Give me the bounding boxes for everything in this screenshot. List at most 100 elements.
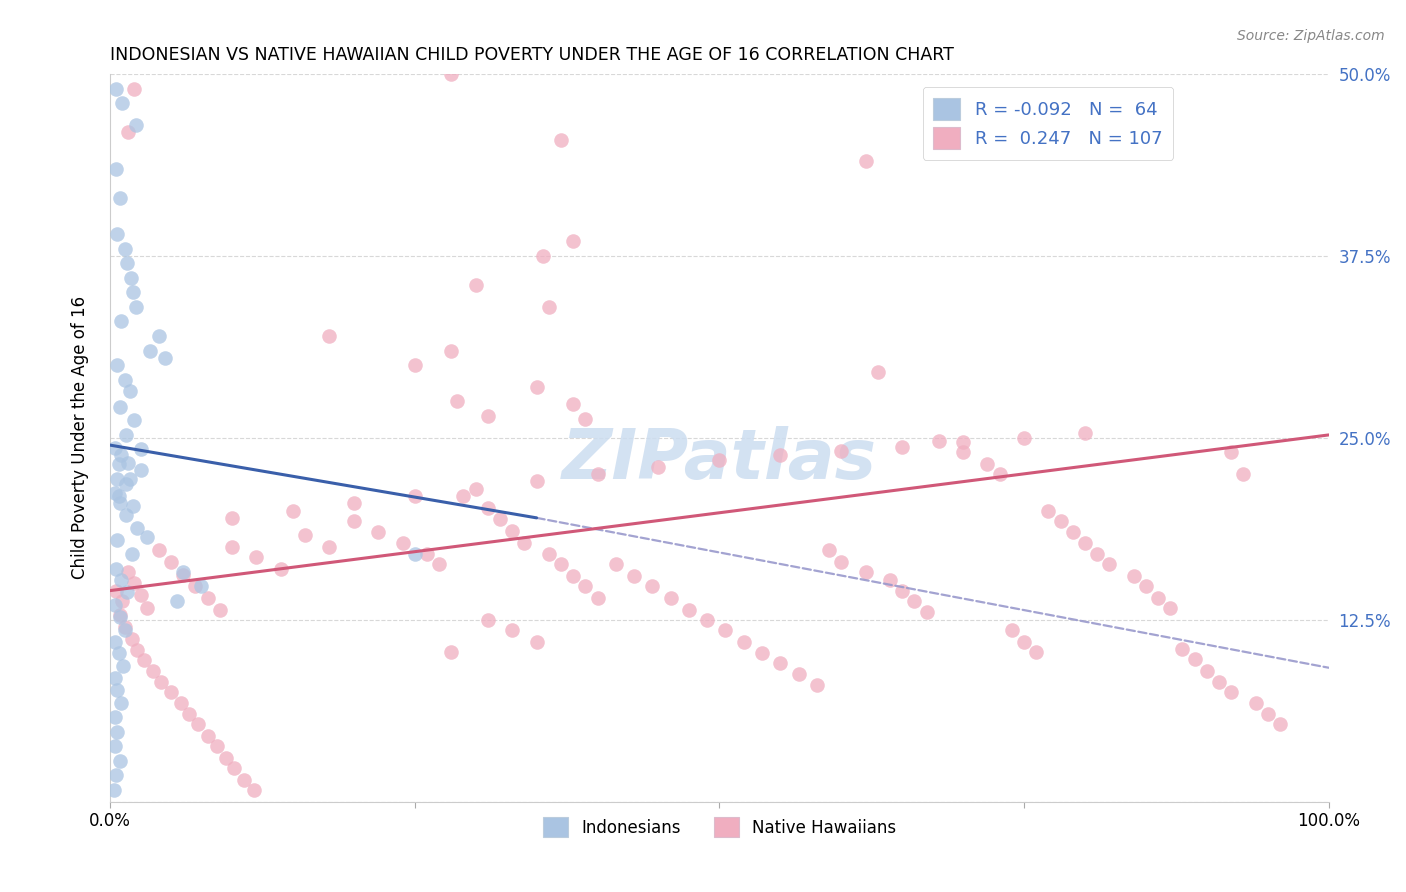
Point [769,448,792,462]
Point [105,768,128,782]
Point [513,535,536,549]
Point [148,542,170,557]
Point [915,606,938,620]
Point [110,448,132,462]
Point [124,118,146,132]
Point [1001,623,1024,637]
Legend: Indonesians, Native Hawaiians: Indonesians, Native Hawaiians [536,811,903,844]
Point [184,579,207,593]
Point [1074,535,1097,549]
Point [129,442,152,457]
Point [526,475,548,489]
Point [404,547,426,561]
Point [404,489,426,503]
Point [104,441,127,455]
Point [112,659,135,673]
Point [988,467,1011,482]
Point [537,300,560,314]
Point [110,574,132,588]
Point [806,678,828,692]
Point [903,594,925,608]
Point [107,646,129,660]
Point [586,591,609,605]
Point [117,565,139,579]
Point [464,482,486,496]
Point [108,401,131,415]
Point [1268,717,1291,731]
Point [148,329,170,343]
Point [108,496,131,510]
Point [976,457,998,471]
Point [124,81,146,95]
Point [440,645,463,659]
Point [139,343,162,358]
Point [160,554,183,568]
Point [1147,591,1170,605]
Point [440,343,463,358]
Point [105,682,128,697]
Point [190,579,212,593]
Point [416,547,439,561]
Point [197,591,219,605]
Point [104,739,127,754]
Point [103,783,125,797]
Point [105,161,128,176]
Point [830,554,852,568]
Point [1220,445,1243,459]
Point [124,413,146,427]
Point [115,256,138,270]
Point [179,707,201,722]
Point [207,739,229,754]
Point [574,579,596,593]
Point [224,761,246,775]
Point [134,653,156,667]
Point [343,496,366,510]
Point [197,729,219,743]
Point [537,547,560,561]
Point [135,601,157,615]
Point [1220,685,1243,699]
Point [105,562,128,576]
Point [562,397,585,411]
Point [879,574,901,588]
Point [187,717,209,731]
Point [281,503,304,517]
Point [318,540,340,554]
Point [110,696,132,710]
Point [1159,601,1181,615]
Point [562,569,585,583]
Point [1208,675,1230,690]
Y-axis label: Child Poverty Under the Age of 16: Child Poverty Under the Age of 16 [72,296,89,580]
Point [172,565,194,579]
Point [501,524,523,538]
Point [121,632,143,646]
Point [104,598,127,612]
Point [124,300,146,314]
Point [153,351,176,365]
Point [477,409,499,423]
Point [108,608,131,623]
Point [501,623,523,637]
Point [114,623,136,637]
Point [1171,641,1194,656]
Point [952,445,974,459]
Point [233,772,256,787]
Point [114,242,136,256]
Point [172,567,194,582]
Point [1012,634,1035,648]
Text: Source: ZipAtlas.com: Source: ZipAtlas.com [1237,29,1385,43]
Point [855,565,877,579]
Point [108,754,131,768]
Point [221,511,243,525]
Point [751,646,773,660]
Point [526,634,548,648]
Point [117,125,139,139]
Point [1049,514,1071,528]
Point [404,358,426,372]
Point [647,459,669,474]
Point [1085,547,1108,561]
Point [855,154,877,169]
Text: INDONESIAN VS NATIVE HAWAIIAN CHILD POVERTY UNDER THE AGE OF 16 CORRELATION CHAR: INDONESIAN VS NATIVE HAWAIIAN CHILD POVE… [110,46,953,64]
Point [142,664,165,678]
Point [115,585,138,599]
